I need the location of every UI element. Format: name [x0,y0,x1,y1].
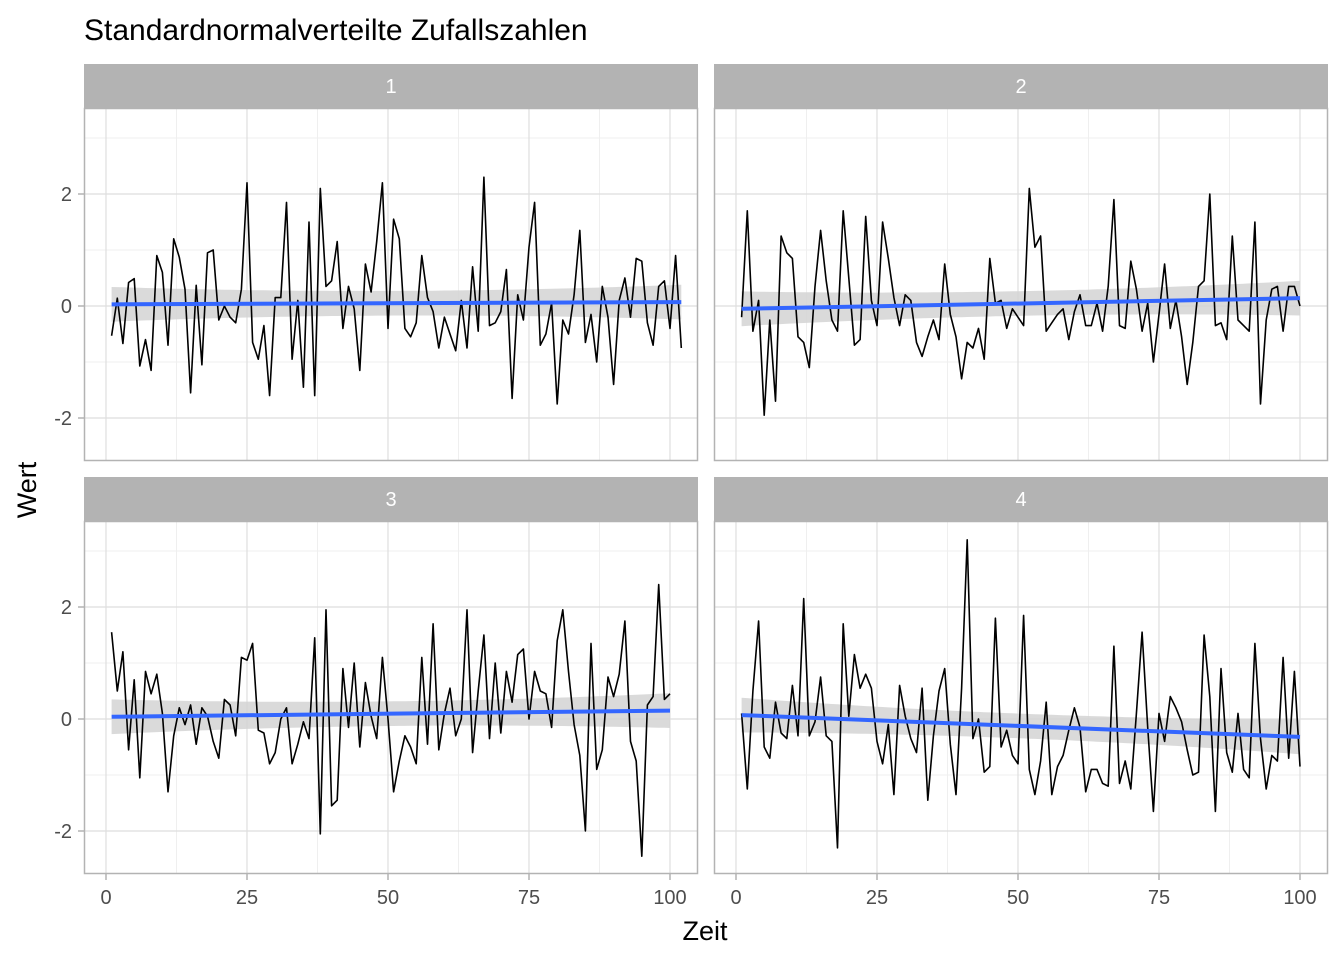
trend-line [741,713,1301,739]
facet-panel-1: 1 [83,64,699,462]
panel-border [713,107,1329,462]
trend-line [111,708,671,719]
y-axis-title: Wert [12,461,42,518]
x-tick-label: 100 [653,887,686,909]
x-tick-label: 25 [866,887,888,909]
panel-border [83,107,699,462]
facet-strip [84,64,698,108]
x-tick-label: 50 [377,887,399,909]
plot-area [83,107,699,462]
x-tick-label: 25 [236,887,258,909]
series-line [740,187,1301,417]
facet-strip-label: 4 [1015,489,1026,511]
y-tick-label: 2 [61,184,72,206]
series-line [110,176,683,405]
trend-line [111,300,682,307]
x-tick-label: 0 [100,887,111,909]
facet-strip [714,477,1328,521]
series-line [740,538,1301,849]
y-tick-label: 0 [61,296,72,318]
facet-strip-label: 2 [1015,76,1026,98]
series-line [110,583,671,858]
plot-area [83,520,699,875]
panel-border [83,520,699,875]
y-tick-label: 0 [61,709,72,731]
facet-strip [84,477,698,521]
plot-area [713,107,1329,462]
x-tick-label: 50 [1007,887,1029,909]
y-tick-label: -2 [54,408,72,430]
x-tick-label: 0 [730,887,741,909]
x-tick-label: 100 [1283,887,1316,909]
trend-line [741,296,1301,311]
x-axis-title: Zeit [682,916,728,946]
facet-strip [714,64,1328,108]
facet-panel-2: 2 [713,64,1329,462]
chart-title: Standardnormalverteilte Zufallszahlen [84,14,588,47]
facet-panel-4: 4 [713,477,1329,875]
facet-panels: 1 -2 0 2 2 3 -2 0 2 0 25 50 75 100 4 0 25 50 75 100 [54,64,1329,909]
plot-area [713,520,1329,875]
x-tick-label: 75 [518,887,540,909]
plot-background [714,108,1328,461]
x-tick-label: 75 [1148,887,1170,909]
facet-strip-label: 1 [385,76,396,98]
facet-panel-3: 3 [83,477,699,875]
panel-border [713,520,1329,875]
y-tick-label: -2 [54,821,72,843]
y-tick-label: 2 [61,597,72,619]
facet-strip-label: 3 [385,489,396,511]
